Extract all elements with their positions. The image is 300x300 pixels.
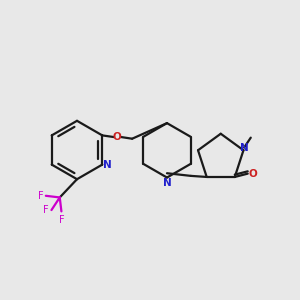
- Text: F: F: [38, 191, 43, 201]
- Text: N: N: [163, 178, 171, 188]
- Text: F: F: [43, 205, 49, 215]
- Text: N: N: [240, 142, 249, 153]
- Text: O: O: [113, 132, 122, 142]
- Text: O: O: [248, 169, 257, 178]
- Text: N: N: [103, 160, 111, 170]
- Text: F: F: [58, 215, 64, 225]
